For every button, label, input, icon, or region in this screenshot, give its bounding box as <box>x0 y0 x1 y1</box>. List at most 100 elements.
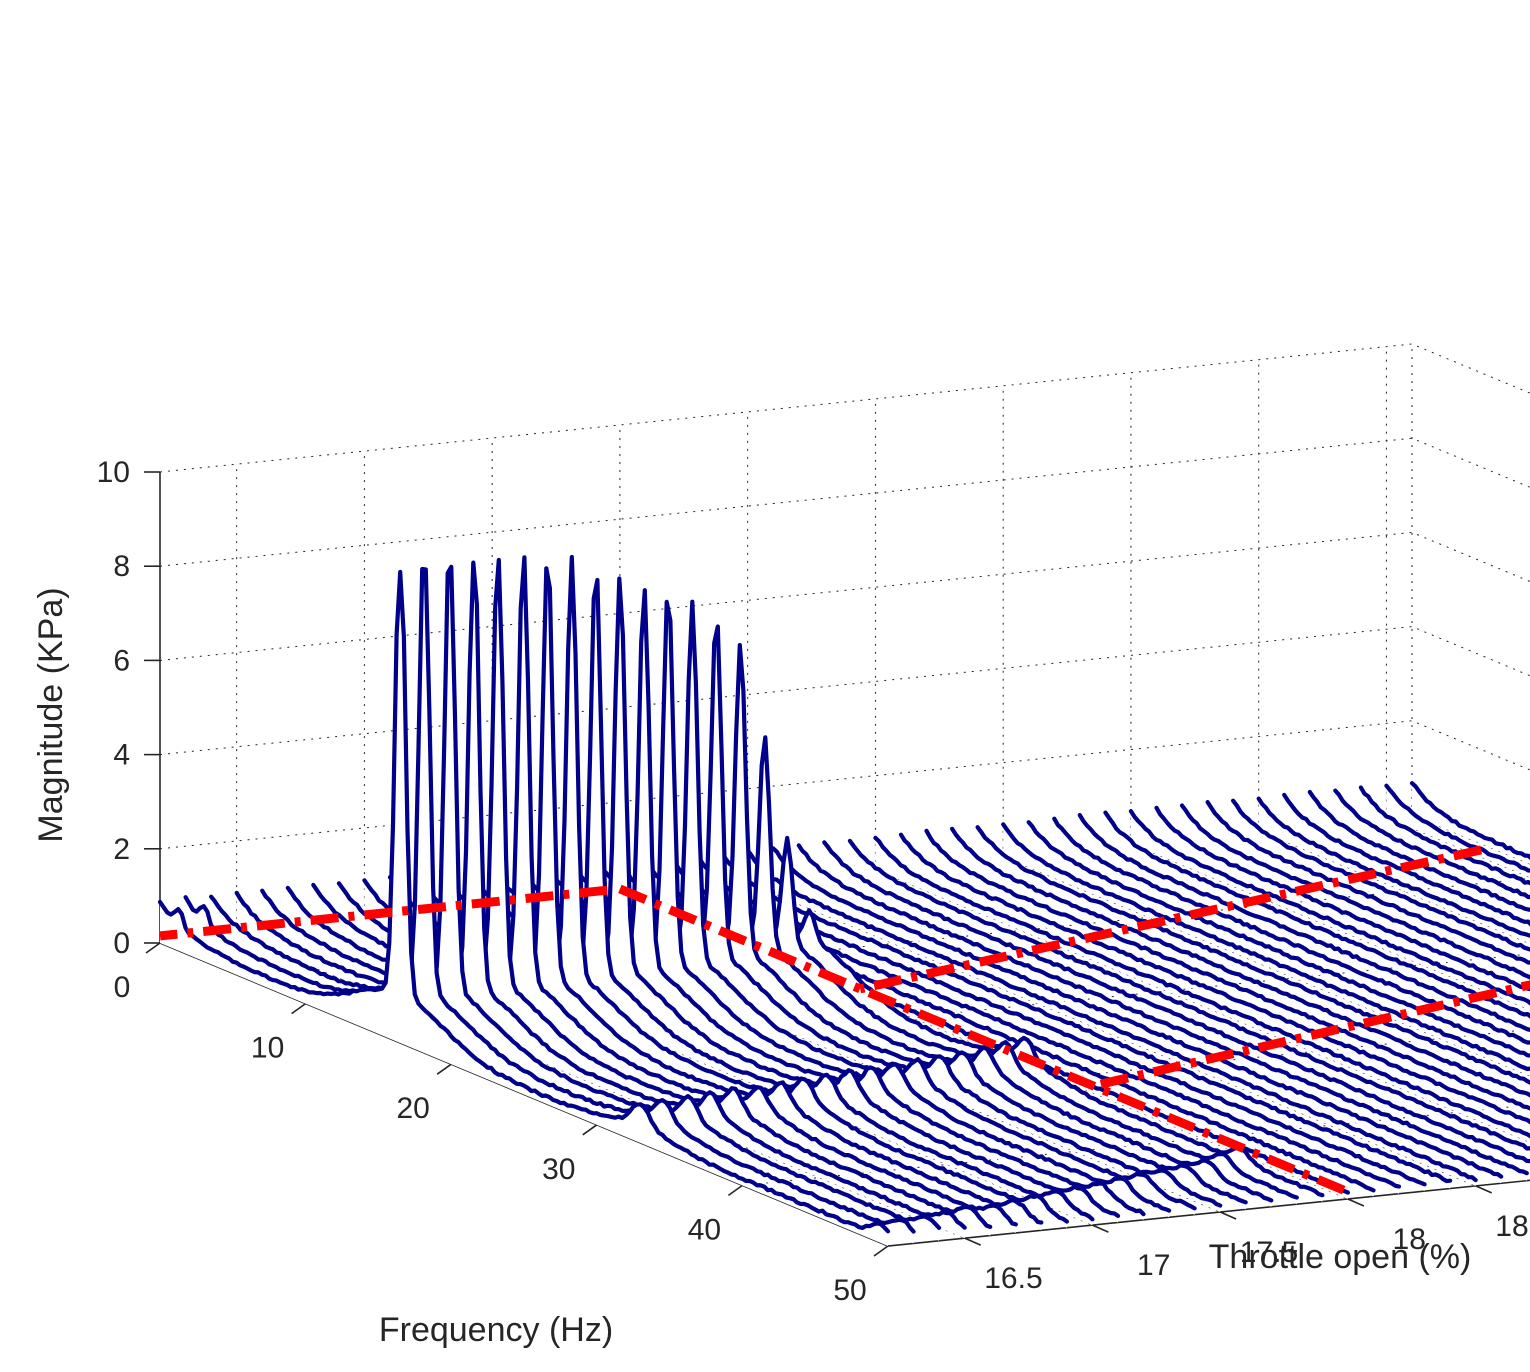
spectrum-trace <box>209 564 942 1231</box>
trace-mask <box>1079 815 1530 1037</box>
spectrum-trace <box>949 826 1530 1098</box>
trace-mask <box>901 834 1530 1129</box>
x-tick-label: 50 <box>833 1274 866 1307</box>
trace-mask <box>824 842 1530 1169</box>
trace-mask <box>1233 800 1530 957</box>
spectrum-trace <box>1103 810 1530 1019</box>
trace-mask <box>1207 802 1530 971</box>
trace-mask <box>773 848 1502 1184</box>
x-tick <box>873 1245 889 1257</box>
y-tick <box>1219 1211 1237 1220</box>
spectrum-trace <box>234 560 967 1230</box>
trace-mask <box>1386 785 1530 878</box>
y-tick <box>1347 1198 1365 1207</box>
x-tick-label: 30 <box>542 1153 575 1186</box>
spectrum-trace <box>1077 812 1530 1032</box>
spectrum-trace <box>1001 822 1530 1072</box>
trace-mask <box>1360 787 1530 891</box>
spectrum-trace <box>1333 788 1530 900</box>
spectrum-trace <box>1358 785 1530 886</box>
gridline-z <box>159 437 1530 567</box>
spectrum-trace <box>1256 796 1530 938</box>
trace-mask <box>1284 794 1530 931</box>
y-tick-label: 18 <box>1393 1223 1426 1256</box>
spectrum-trace <box>1052 816 1530 1045</box>
line-along-throttle-zero <box>159 885 608 941</box>
trace-mask <box>1054 818 1530 1050</box>
gridline-y-floor <box>491 908 1221 1213</box>
spectrum-trace <box>1179 803 1530 980</box>
trace-mask <box>722 852 1451 1189</box>
line-second-harmonic <box>1092 980 1530 1091</box>
trace-mask <box>645 861 1374 1197</box>
spectrum-trace <box>1205 799 1530 965</box>
trace-mask <box>568 837 1297 1205</box>
z-tick-label: 8 <box>113 550 130 583</box>
x-tick <box>436 1063 452 1075</box>
trace-mask <box>977 827 1530 1090</box>
spectrum-trace <box>924 828 1530 1111</box>
x-tick-label: 0 <box>114 971 131 1004</box>
z-tick-label: 0 <box>113 927 130 960</box>
x-tick <box>727 1184 743 1197</box>
trace-mask <box>1309 792 1530 918</box>
x-tick <box>291 1002 307 1015</box>
trace-mask <box>1182 805 1530 984</box>
spectrum-trace <box>873 835 1530 1139</box>
y-tick <box>1092 1224 1109 1233</box>
spectrum-trace <box>157 569 891 1234</box>
spectrum-trace <box>898 832 1530 1125</box>
y-tick <box>964 1237 981 1246</box>
trace-mask <box>926 830 1530 1116</box>
gridline-z <box>159 343 1530 473</box>
gridline-y-floor <box>1258 830 1530 945</box>
trace-mask <box>747 850 1476 1186</box>
spectrum-trace <box>771 846 1504 1179</box>
trace-layer <box>157 554 1530 1246</box>
x-tick <box>582 1124 598 1136</box>
x-tick-label: 20 <box>397 1092 430 1125</box>
trace-mask <box>1412 783 1530 865</box>
y-axis-line <box>887 1179 1530 1247</box>
trace-mask <box>1156 807 1530 997</box>
trace-mask <box>1003 824 1530 1077</box>
spectrum-trace <box>1384 783 1530 873</box>
spectrum-trace <box>796 843 1529 1176</box>
spectrum-trace <box>745 848 1478 1183</box>
y-tick-label: 17.5 <box>1240 1236 1298 1269</box>
trace-mask <box>1105 812 1530 1024</box>
x-tick-label: 40 <box>688 1213 721 1246</box>
spectrum-trace <box>719 850 1453 1184</box>
trace-mask <box>952 828 1530 1103</box>
spectrum-trace <box>1307 789 1530 912</box>
spectrum-trace <box>260 557 993 1230</box>
z-tick-label: 4 <box>113 739 130 772</box>
gridline-z <box>159 531 1530 661</box>
x-tick-label: 10 <box>251 1032 284 1065</box>
spectrum-trace <box>1026 820 1530 1058</box>
trace-mask <box>798 845 1527 1181</box>
y-tick-label: 17 <box>1137 1249 1170 1282</box>
trace-mask <box>875 837 1530 1143</box>
trace-mask <box>671 857 1399 1194</box>
z-axis-label: Magnitude (KPa) <box>32 587 70 842</box>
annotation-layer <box>159 845 1530 1197</box>
trace-mask <box>1258 798 1530 944</box>
trace-mask <box>696 855 1425 1192</box>
y-tick-label: 18.5 <box>1495 1210 1530 1243</box>
z-tick-label: 2 <box>113 833 130 866</box>
spectrum-trace <box>1154 805 1530 992</box>
axes-layer: 02468100102030405016.51717.51818.51919.5… <box>97 456 1530 1307</box>
x-tick <box>145 942 161 954</box>
spectrum-trace <box>975 825 1530 1085</box>
z-tick-label: 10 <box>97 456 130 489</box>
trace-mask <box>849 840 1530 1156</box>
y-axis-label: Throttle open (%) <box>1209 1238 1472 1276</box>
trace-mask <box>1335 790 1530 904</box>
z-tick-label: 6 <box>113 644 130 677</box>
gridline-y-floor <box>747 882 1476 1187</box>
trace-mask <box>1028 822 1530 1063</box>
line-onset <box>618 884 1350 1197</box>
